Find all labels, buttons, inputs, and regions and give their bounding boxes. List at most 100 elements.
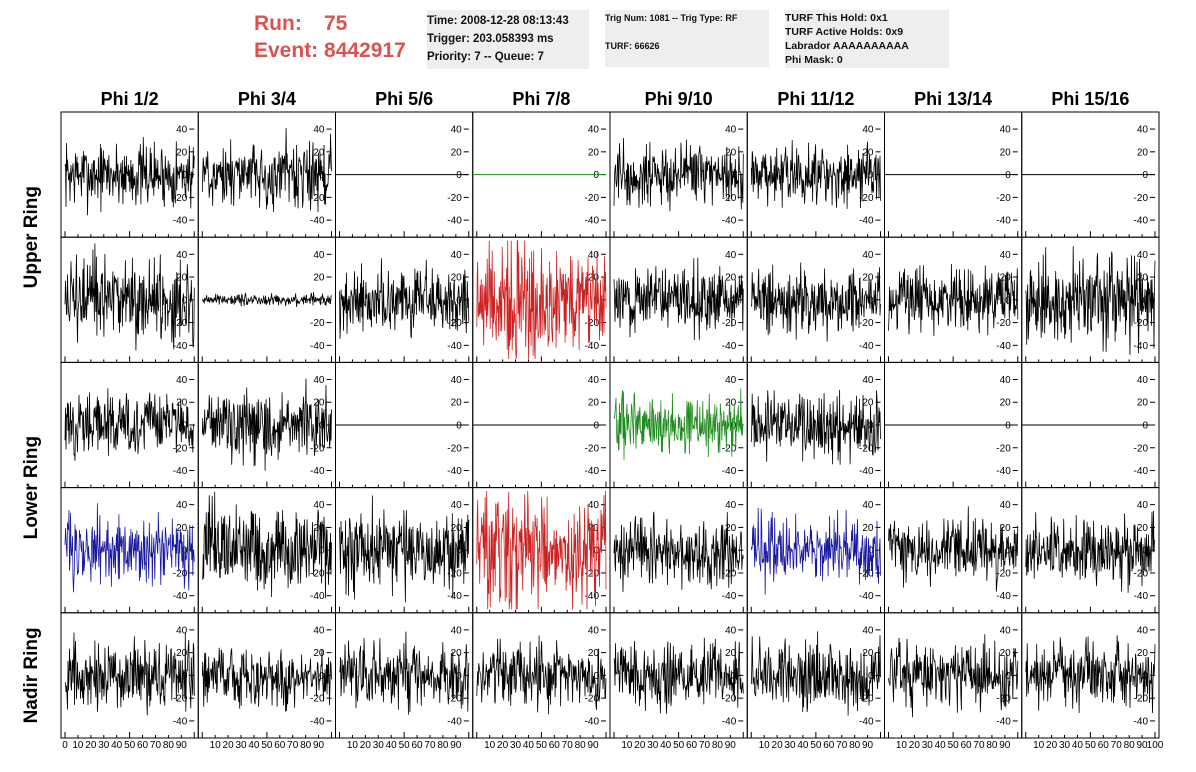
y-tick-label: 20 — [1137, 648, 1149, 659]
y-tick-label: -40 — [722, 341, 737, 352]
waveform-trace — [202, 291, 332, 308]
y-tick-label: 0 — [182, 170, 188, 181]
column-header: Phi 5/6 — [375, 89, 433, 109]
y-tick-label: -40 — [1134, 216, 1149, 227]
y-tick-label: -40 — [722, 716, 737, 727]
y-tick-label: -40 — [173, 591, 188, 602]
y-tick-label: 40 — [1137, 125, 1149, 136]
y-tick-label: 20 — [451, 398, 463, 409]
y-tick-label: 40 — [725, 625, 737, 636]
y-tick-label: 0 — [731, 421, 737, 432]
y-tick-label: 20 — [725, 648, 737, 659]
waveform-trace — [64, 503, 195, 593]
x-tick-label: 50 — [673, 740, 685, 751]
y-tick-label: -20 — [585, 318, 600, 329]
x-tick-label: 90 — [862, 740, 874, 751]
x-tick-label: 20 — [634, 740, 646, 751]
y-tick-label: -40 — [722, 591, 737, 602]
y-tick-label: 40 — [313, 625, 325, 636]
y-tick-label: 40 — [588, 500, 600, 511]
x-tick-label: 70 — [424, 740, 436, 751]
x-tick-label: 80 — [575, 740, 587, 751]
x-tick-label: 30 — [784, 740, 796, 751]
y-tick-label: 40 — [451, 625, 463, 636]
y-tick-label: 40 — [1000, 500, 1012, 511]
y-tick-label: 20 — [313, 648, 325, 659]
y-tick-label: -20 — [859, 443, 874, 454]
y-tick-label: -20 — [1134, 443, 1149, 454]
waveform-trace — [613, 511, 744, 592]
column-header: Phi 7/8 — [512, 89, 570, 109]
x-tick-label: 0 — [62, 740, 68, 751]
y-tick-label: 20 — [313, 398, 325, 409]
turf-text: TURF: 66626 — [605, 41, 660, 51]
y-tick-label: 40 — [588, 250, 600, 261]
y-tick-label: 0 — [319, 295, 325, 306]
y-tick-label: -40 — [996, 466, 1011, 477]
x-tick-label: 40 — [386, 740, 398, 751]
x-tick-label: 50 — [1085, 740, 1097, 751]
x-tick-label: 60 — [411, 740, 423, 751]
y-tick-label: -40 — [585, 216, 600, 227]
x-tick-label: 50 — [810, 740, 822, 751]
info-box-turf: TURF This Hold: 0x1 TURF Active Holds: 0… — [785, 10, 949, 68]
y-tick-label: -40 — [859, 341, 874, 352]
waveform-trace — [750, 140, 881, 209]
y-tick-label: -40 — [310, 716, 325, 727]
x-tick-label: 90 — [313, 740, 325, 751]
y-tick-label: 20 — [725, 398, 737, 409]
y-tick-label: -40 — [1134, 466, 1149, 477]
y-tick-label: 40 — [1137, 625, 1149, 636]
y-tick-label: -20 — [996, 568, 1011, 579]
info-box-time: Time: 2008-12-28 08:13:43 Trigger: 203.0… — [427, 10, 589, 69]
y-tick-label: -40 — [310, 591, 325, 602]
y-tick-label: 0 — [868, 546, 874, 557]
y-tick-label: 40 — [176, 375, 188, 386]
x-tick-label: 20 — [909, 740, 921, 751]
y-tick-label: 40 — [725, 125, 737, 136]
waveform-trace — [888, 506, 1019, 592]
y-tick-label: 40 — [862, 500, 874, 511]
x-tick-label: 10 — [210, 740, 222, 751]
y-tick-label: 20 — [451, 147, 463, 158]
x-tick-label: 20 — [772, 740, 784, 751]
x-tick-label: 80 — [849, 740, 861, 751]
waveform-trace — [1025, 246, 1156, 356]
priority-text: Priority: 7 -- Queue: 7 — [427, 51, 544, 63]
waveform-trace — [613, 388, 744, 460]
y-tick-label: 20 — [1000, 523, 1012, 534]
x-tick-label: 10 — [72, 740, 84, 751]
y-tick-label: -20 — [585, 193, 600, 204]
x-tick-label: 70 — [836, 740, 848, 751]
y-tick-label: 0 — [593, 671, 599, 682]
x-tick-label: 100 — [1147, 740, 1164, 751]
y-tick-label: 40 — [862, 125, 874, 136]
waveform-trace — [476, 240, 607, 360]
y-tick-label: -40 — [585, 341, 600, 352]
y-tick-label: 40 — [588, 375, 600, 386]
waveform-trace — [613, 137, 744, 212]
waveform-trace — [201, 647, 332, 712]
x-tick-label: 90 — [1137, 740, 1149, 751]
y-tick-label: 40 — [313, 125, 325, 136]
y-tick-label: -20 — [585, 443, 600, 454]
y-tick-label: 40 — [313, 250, 325, 261]
x-tick-label: 40 — [935, 740, 947, 751]
waveform-trace — [750, 507, 881, 595]
y-tick-label: 0 — [1005, 421, 1011, 432]
x-tick-label: 70 — [699, 740, 711, 751]
y-tick-label: -20 — [859, 318, 874, 329]
y-tick-label: -20 — [447, 318, 462, 329]
event-value: 8442917 — [324, 39, 406, 62]
y-tick-label: 20 — [1137, 398, 1149, 409]
y-tick-label: -40 — [859, 716, 874, 727]
y-tick-label: -20 — [447, 694, 462, 705]
y-tick-label: 20 — [862, 147, 874, 158]
row-label: Nadir Ring — [21, 627, 42, 723]
waveform-trace — [750, 389, 881, 465]
y-tick-label: -20 — [722, 318, 737, 329]
y-tick-label: 0 — [1005, 170, 1011, 181]
column-header: Phi 13/14 — [914, 89, 992, 109]
y-tick-label: 40 — [451, 125, 463, 136]
x-tick-label: 40 — [797, 740, 809, 751]
